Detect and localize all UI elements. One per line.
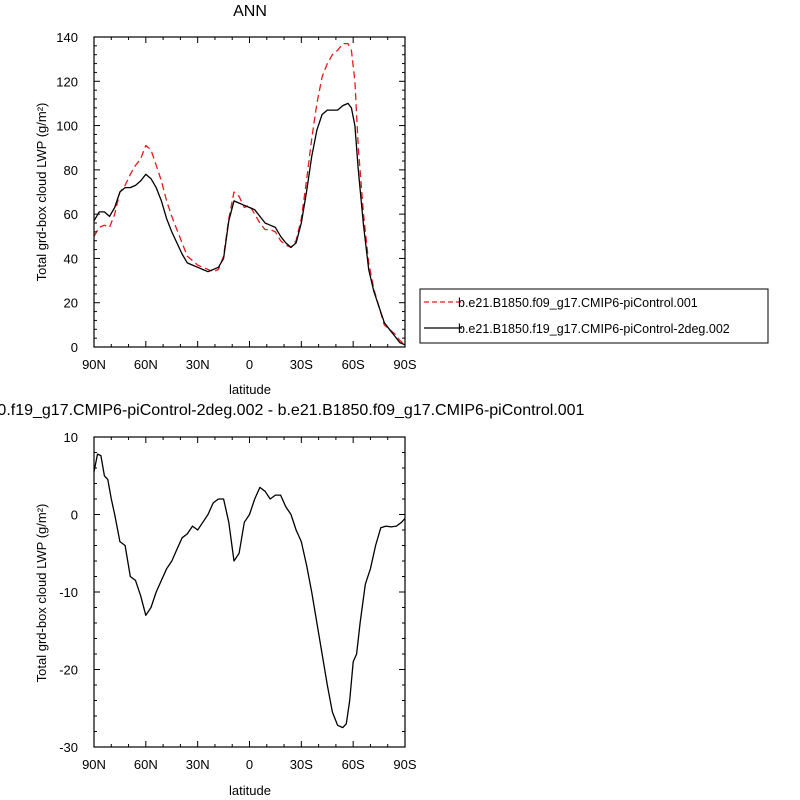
x-tick-label: 60N bbox=[134, 757, 158, 772]
x-tick-label: 30N bbox=[186, 357, 210, 372]
series-line-0 bbox=[93, 453, 406, 729]
x-tick-label: 0 bbox=[246, 357, 253, 372]
legend-entry-0-label: b.e21.B1850.f09_g17.CMIP6-piControl.001 bbox=[458, 296, 698, 310]
x-tick-label: 90N bbox=[82, 757, 106, 772]
series-line-1 bbox=[93, 102, 406, 346]
top-chart-ylabel: Total grd-box cloud LWP (g/m²) bbox=[34, 103, 49, 282]
y-tick-label: 40 bbox=[64, 251, 78, 266]
y-tick-label: -10 bbox=[59, 585, 78, 600]
x-tick-label: 30N bbox=[186, 757, 210, 772]
bottom-chart-xlabel: latitude bbox=[229, 783, 271, 798]
y-tick-label: 100 bbox=[56, 119, 78, 134]
series-line-0 bbox=[93, 42, 406, 346]
y-tick-label: 80 bbox=[64, 163, 78, 178]
top-chart-title: ANN bbox=[233, 3, 267, 20]
x-tick-label: 30S bbox=[290, 357, 313, 372]
x-tick-label: 60N bbox=[134, 357, 158, 372]
top-chart: ANN Total grd-box cloud LWP (g/m²) latit… bbox=[34, 3, 769, 397]
legend-entry-1-label: b.e21.B1850.f19_g17.CMIP6-piControl-2deg… bbox=[458, 322, 730, 336]
y-tick-label: 60 bbox=[64, 207, 78, 222]
bottom-chart-title: b.e21.B1850.f19_g17.CMIP6-piControl-2deg… bbox=[0, 402, 585, 419]
legend: b.e21.B1850.f09_g17.CMIP6-piControl.001 … bbox=[419, 288, 769, 344]
x-tick-label: 60S bbox=[342, 757, 365, 772]
bottom-chart: b.e21.B1850.f19_g17.CMIP6-piControl-2deg… bbox=[0, 402, 585, 798]
y-tick-label: 10 bbox=[64, 430, 78, 445]
bottom-chart-frame bbox=[93, 436, 406, 748]
x-tick-label: 90S bbox=[393, 757, 416, 772]
x-tick-label: 30S bbox=[290, 757, 313, 772]
x-tick-label: 90S bbox=[393, 357, 416, 372]
y-tick-label: 0 bbox=[71, 508, 78, 523]
y-tick-label: -30 bbox=[59, 740, 78, 755]
y-tick-label: -20 bbox=[59, 663, 78, 678]
x-tick-label: 0 bbox=[246, 757, 253, 772]
top-chart-xlabel: latitude bbox=[229, 382, 271, 397]
y-tick-label: 0 bbox=[71, 340, 78, 355]
y-tick-label: 20 bbox=[64, 296, 78, 311]
y-tick-label: 140 bbox=[56, 30, 78, 45]
top-chart-frame bbox=[93, 36, 406, 348]
x-tick-label: 90N bbox=[82, 357, 106, 372]
legend-box bbox=[419, 288, 769, 344]
bottom-chart-ylabel: Total grd-box cloud LWP (g/m²) bbox=[34, 504, 49, 683]
y-tick-label: 120 bbox=[56, 74, 78, 89]
x-tick-label: 60S bbox=[342, 357, 365, 372]
